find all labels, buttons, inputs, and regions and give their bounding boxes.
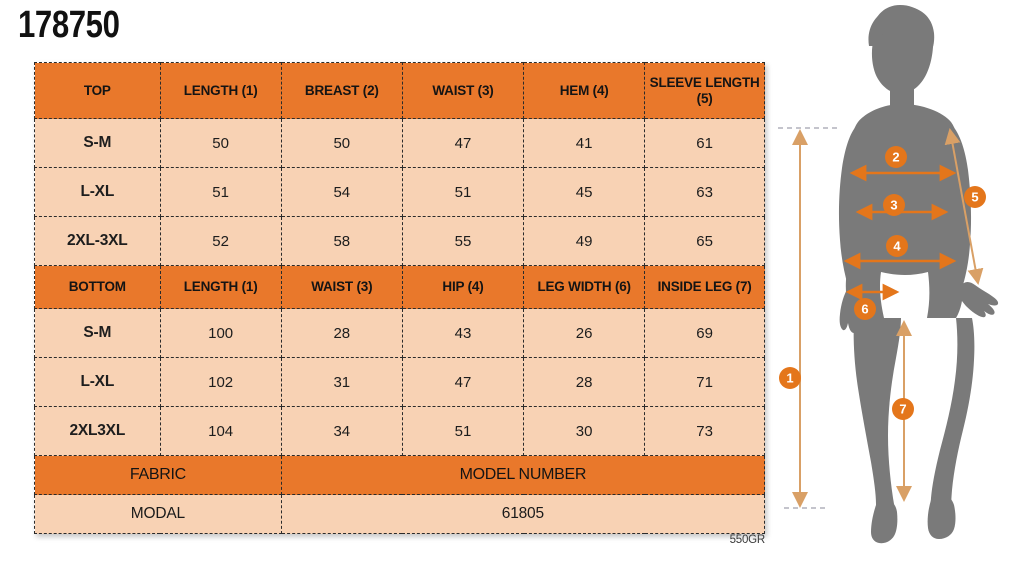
marker-circle-3 [883, 194, 905, 216]
cell-value: 51 [401, 406, 525, 456]
marker-circle-2 [885, 146, 907, 168]
cell-value: 30 [523, 406, 646, 456]
cell-value: 26 [523, 308, 646, 358]
marker-circle-5 [964, 186, 986, 208]
cell-value: 43 [401, 308, 525, 358]
row-size-label: L-XL [34, 357, 161, 407]
cell-value: 31 [280, 357, 403, 407]
cell-value: 50 [280, 118, 403, 168]
measurement-figure: 1 2 3 4 5 6 7 [766, 0, 1024, 570]
marker-circle-4 [886, 235, 908, 257]
cell-value: 51 [159, 167, 282, 217]
col-header-length1: LENGTH (1) [159, 62, 282, 119]
cell-value: 49 [523, 216, 646, 266]
cell-value: 102 [159, 357, 282, 407]
cell-value: 63 [644, 167, 765, 217]
cell-value: 58 [280, 216, 403, 266]
measure-line-5 [944, 128, 984, 285]
cell-value: 51 [401, 167, 525, 217]
cell-value: 65 [644, 216, 765, 266]
row-size-label: 2XL-3XL [34, 216, 161, 266]
cell-value: 69 [644, 308, 765, 358]
cell-value: 50 [159, 118, 282, 168]
page-title: 178750 [18, 4, 120, 46]
row-size-label: S-M [34, 308, 161, 358]
cell-value: 104 [159, 406, 282, 456]
col-header-breast2: BREAST (2) [280, 62, 403, 119]
cell-value: 71 [644, 357, 765, 407]
col-header-sleeve-length5: SLEEVE LENGTH (5) [644, 62, 765, 119]
marker-label-7: 7 [899, 402, 906, 417]
footer-header-row: FABRIC MODEL NUMBER [34, 455, 766, 495]
cell-value: 28 [280, 308, 403, 358]
cell-value: 55 [401, 216, 525, 266]
footer-label-fabric: FABRIC [34, 455, 282, 495]
cell-value: 61 [644, 118, 765, 168]
col-header-waist3: WAIST (3) [401, 62, 525, 119]
marker-circle-6 [854, 298, 876, 320]
table-row: S-M 100 28 43 26 69 [34, 308, 765, 358]
weight-note: 550GR [729, 534, 766, 546]
marker-label-6: 6 [861, 302, 868, 317]
footer-value-fabric: MODAL [34, 494, 282, 534]
table-header-row-bottom: BOTTOM LENGTH (1) WAIST (3) HIP (4) LEG … [34, 265, 765, 309]
row-size-label: S-M [34, 118, 161, 168]
marker-label-1: 1 [786, 371, 793, 386]
marker-label-2: 2 [892, 150, 899, 165]
col-header-top: TOP [34, 62, 161, 119]
cell-value: 47 [401, 118, 525, 168]
marker-label-4: 4 [893, 239, 901, 254]
cell-value: 73 [644, 406, 765, 456]
marker-circle-7 [892, 398, 914, 420]
cell-value: 45 [523, 167, 646, 217]
footer-value-model-number: 61805 [280, 494, 766, 534]
marker-circle-1 [779, 367, 801, 389]
marker-label-3: 3 [890, 198, 897, 213]
table-row: L-XL 102 31 47 28 71 [34, 357, 765, 407]
col-header-hem4: HEM (4) [523, 62, 646, 119]
female-silhouette-icon [838, 5, 999, 544]
table-row: L-XL 51 54 51 45 63 [34, 167, 765, 217]
row-size-label: 2XL3XL [34, 406, 161, 456]
cell-value: 34 [280, 406, 403, 456]
table-row: S-M 50 50 47 41 61 [34, 118, 765, 168]
col-header-length1: LENGTH (1) [159, 265, 282, 309]
cell-value: 100 [159, 308, 282, 358]
table-header-row-top: TOP LENGTH (1) BREAST (2) WAIST (3) HEM … [34, 62, 765, 119]
col-header-inside-leg7: INSIDE LEG (7) [644, 265, 765, 309]
row-size-label: L-XL [34, 167, 161, 217]
size-chart-table: TOP LENGTH (1) BREAST (2) WAIST (3) HEM … [34, 62, 766, 534]
cell-value: 52 [159, 216, 282, 266]
marker-label-5: 5 [971, 190, 978, 205]
cell-value: 28 [523, 357, 646, 407]
table-row: 2XL-3XL 52 58 55 49 65 [34, 216, 765, 266]
cell-value: 54 [280, 167, 403, 217]
col-header-leg-width6: LEG WIDTH (6) [523, 265, 646, 309]
cell-value: 47 [401, 357, 525, 407]
col-header-waist3: WAIST (3) [280, 265, 403, 309]
table-row: 2XL3XL 104 34 51 30 73 [34, 406, 765, 456]
col-header-bottom: BOTTOM [34, 265, 161, 309]
footer-value-row: MODAL 61805 [34, 494, 766, 534]
col-header-hip4: HIP (4) [401, 265, 525, 309]
cell-value: 41 [523, 118, 646, 168]
footer-label-model-number: MODEL NUMBER [280, 455, 766, 495]
